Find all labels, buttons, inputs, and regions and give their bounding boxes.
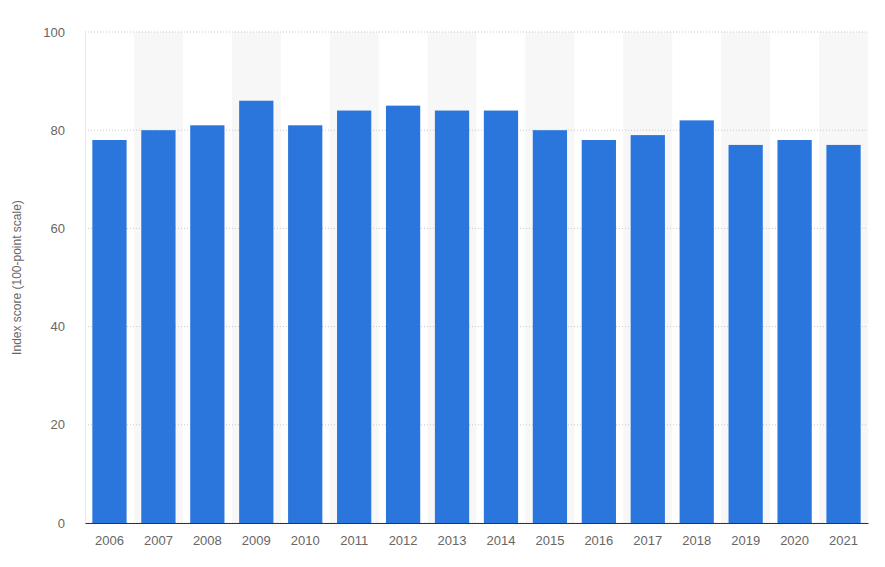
bar[interactable]	[777, 140, 811, 523]
y-axis-line	[85, 33, 86, 524]
x-tick-label: 2021	[829, 533, 858, 548]
bar[interactable]	[337, 111, 371, 523]
x-tick: 2019	[731, 523, 760, 548]
y-tick-label: 20	[51, 417, 65, 432]
y-tick: 40	[51, 319, 85, 334]
x-tick-label: 2018	[682, 533, 711, 548]
x-tick-label: 2017	[633, 533, 662, 548]
bar[interactable]	[190, 125, 224, 523]
x-axis-line	[86, 523, 869, 524]
bar[interactable]	[484, 111, 518, 523]
y-axis-title: Index score (100-point scale)	[10, 200, 24, 355]
bar[interactable]	[729, 145, 763, 523]
x-tick: 2021	[829, 523, 858, 548]
y-tick-label: 40	[51, 319, 65, 334]
x-tick-label: 2007	[144, 533, 173, 548]
bar[interactable]	[288, 125, 322, 523]
bar[interactable]	[92, 140, 126, 523]
bar[interactable]	[386, 106, 420, 523]
band-shade	[428, 32, 477, 523]
x-tick: 2020	[780, 523, 809, 548]
x-tick: 2007	[144, 523, 173, 548]
band-shades	[134, 32, 868, 523]
x-tick-label: 2011	[340, 533, 368, 548]
plot: 0 20 40 60 80 100 2006 2007 2008 2009 2010 2011 2012…	[43, 25, 868, 549]
x-tick-label: 2008	[193, 533, 222, 548]
x-tick-label: 2014	[487, 533, 516, 548]
band-shade	[232, 32, 281, 523]
x-tick: 2006	[95, 523, 124, 548]
bar[interactable]	[141, 130, 175, 523]
x-tick-label: 2020	[780, 533, 809, 548]
x-tick-label: 2010	[291, 533, 320, 548]
grid-line	[85, 32, 868, 33]
x-tick: 2010	[291, 523, 320, 548]
y-axis: 0 20 40 60 80 100	[43, 25, 85, 531]
x-tick-label: 2013	[438, 533, 467, 548]
x-tick: 2017	[633, 523, 662, 548]
x-tick: 2012	[389, 523, 418, 548]
x-tick-label: 2012	[389, 533, 418, 548]
x-tick-label: 2019	[731, 533, 760, 548]
y-tick: 80	[51, 123, 85, 138]
x-tick-label: 2009	[242, 533, 271, 548]
bar[interactable]	[582, 140, 616, 523]
x-tick-label: 2015	[535, 533, 564, 548]
bar[interactable]	[239, 101, 273, 523]
x-tick-label: 2016	[584, 533, 613, 548]
bar[interactable]	[826, 145, 860, 523]
chart: 0 20 40 60 80 100 2006 2007 2008 2009 2010 2011 2012…	[0, 0, 885, 567]
x-tick: 2014	[487, 523, 516, 548]
bars	[92, 101, 860, 523]
x-tick: 2009	[242, 523, 271, 548]
x-tick: 2013	[438, 523, 467, 548]
x-tick: 2008	[193, 523, 222, 548]
x-tick: 2018	[682, 523, 711, 548]
x-tick: 2015	[535, 523, 564, 548]
band-shade	[721, 32, 770, 523]
band-shade	[623, 32, 672, 523]
grid	[85, 32, 868, 523]
bar[interactable]	[680, 120, 714, 523]
y-tick-label: 100	[43, 25, 65, 40]
y-tick: 100	[43, 25, 85, 40]
x-tick: 2016	[584, 523, 613, 548]
bar[interactable]	[631, 135, 665, 523]
band-shade	[330, 32, 379, 523]
bar[interactable]	[533, 130, 567, 523]
y-tick: 20	[51, 417, 85, 432]
x-axis: 2006 2007 2008 2009 2010 2011 2012 2013 2014 2015…	[86, 523, 869, 548]
band-shade	[134, 32, 183, 523]
x-tick-label: 2006	[95, 533, 124, 548]
x-tick: 2011	[340, 523, 368, 548]
band-shade	[819, 32, 868, 523]
y-tick-label: 60	[51, 221, 65, 236]
y-tick-label: 0	[58, 516, 65, 531]
y-tick: 0	[58, 516, 85, 531]
y-tick-label: 80	[51, 123, 65, 138]
band-shade	[525, 32, 574, 523]
y-tick: 60	[51, 221, 85, 236]
bar[interactable]	[435, 111, 469, 523]
